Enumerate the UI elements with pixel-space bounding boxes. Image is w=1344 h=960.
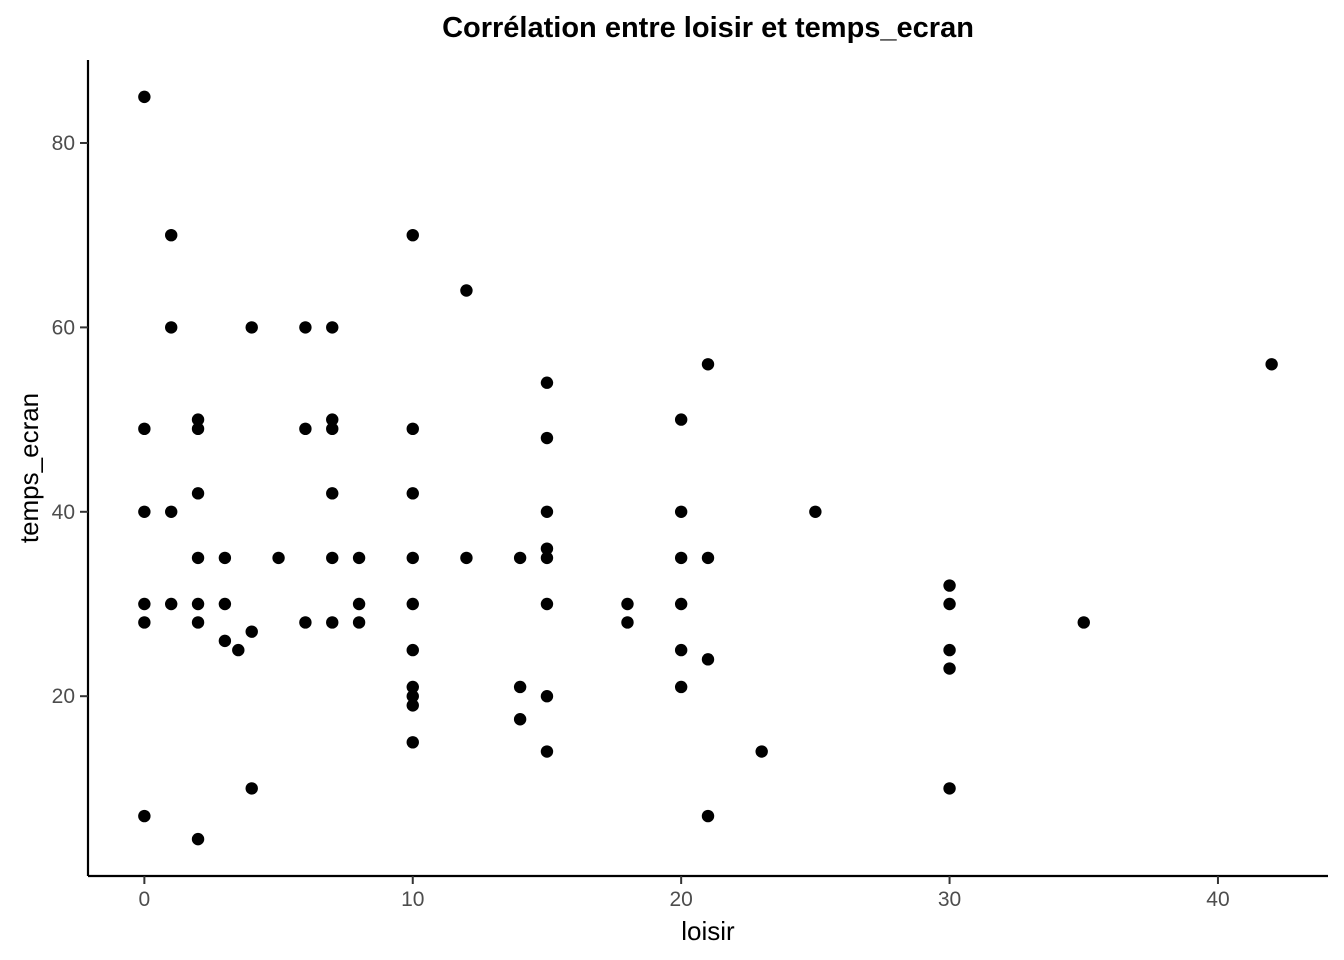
data-point [138, 809, 151, 823]
x-tick-label: 40 [1206, 888, 1229, 911]
data-point [165, 321, 178, 334]
data-point [406, 736, 419, 749]
data-point [943, 662, 956, 675]
data-point [165, 597, 178, 611]
y-axis-ticks: 20 40 60 80 [52, 132, 88, 708]
data-point [406, 551, 419, 565]
data-point [191, 487, 205, 500]
data-point [406, 597, 419, 611]
data-point [674, 597, 688, 611]
data-point [218, 634, 232, 648]
data-point [943, 643, 956, 657]
data-point [138, 597, 151, 611]
data-point [540, 376, 554, 389]
data-point [621, 597, 634, 611]
data-point [138, 90, 151, 104]
data-point [1265, 358, 1278, 371]
data-point [701, 653, 715, 666]
data-point [138, 505, 151, 518]
data-point [943, 782, 956, 795]
data-point [406, 680, 419, 694]
data-point [191, 616, 205, 629]
y-axis-label: temps_ecran [14, 393, 44, 543]
data-point [701, 358, 715, 371]
data-point [352, 551, 366, 565]
data-point [513, 713, 527, 726]
data-point [674, 413, 688, 426]
data-point [191, 413, 205, 426]
data-point [701, 809, 715, 823]
data-point [299, 616, 312, 629]
data-point [406, 643, 419, 657]
data-point [138, 422, 151, 436]
data-point [272, 551, 285, 565]
data-point [674, 643, 688, 657]
data-point [326, 321, 339, 334]
data-point [460, 284, 473, 297]
y-tick-label: 40 [52, 501, 75, 524]
data-point [406, 699, 419, 712]
data-point [1077, 616, 1090, 629]
x-tick-label: 0 [139, 888, 151, 911]
x-tick-label: 10 [401, 888, 424, 911]
data-point [352, 616, 366, 629]
data-point [326, 551, 339, 565]
y-tick-label: 20 [52, 685, 75, 708]
data-point [755, 745, 768, 758]
data-point [540, 551, 554, 565]
chart-title: Corrélation entre loisir et temps_ecran [442, 12, 974, 44]
x-axis-ticks: 0 10 20 30 40 [139, 876, 1230, 911]
data-point [674, 551, 688, 565]
data-point [218, 551, 232, 565]
data-point [540, 542, 554, 555]
data-point [540, 597, 554, 611]
data-point [513, 680, 527, 694]
x-axis-label: loisir [681, 916, 735, 946]
data-point [406, 228, 419, 242]
data-point [352, 597, 366, 611]
data-point [674, 680, 688, 694]
data-point [460, 551, 473, 565]
data-point [191, 597, 205, 611]
data-point [701, 551, 715, 565]
data-point [191, 832, 205, 846]
x-tick-label: 20 [669, 888, 692, 911]
data-point [299, 422, 312, 436]
x-tick-label: 30 [938, 888, 961, 911]
data-point [943, 597, 956, 611]
data-point [674, 505, 688, 518]
data-point [138, 616, 151, 629]
data-point [245, 782, 258, 795]
data-point [326, 422, 339, 436]
data-point [299, 321, 312, 334]
data-point [165, 228, 178, 242]
data-point [326, 413, 339, 426]
data-point [218, 597, 232, 611]
data-point [191, 551, 205, 565]
data-point [326, 616, 339, 629]
data-point [232, 643, 245, 657]
data-point [245, 625, 258, 638]
data-point [540, 745, 554, 758]
data-point [406, 690, 419, 703]
data-point [326, 487, 339, 500]
data-point [809, 505, 822, 518]
data-point [245, 321, 258, 334]
data-point [406, 487, 419, 500]
data-point [165, 505, 178, 518]
plot-area [138, 90, 1278, 846]
data-point [540, 690, 554, 703]
y-tick-label: 80 [52, 132, 75, 155]
data-point [540, 505, 554, 518]
y-tick-label: 60 [52, 316, 75, 339]
data-point [406, 422, 419, 436]
data-point [943, 579, 956, 592]
data-point [513, 551, 527, 565]
data-point [621, 616, 634, 629]
data-point [191, 422, 205, 436]
data-point [540, 431, 554, 445]
